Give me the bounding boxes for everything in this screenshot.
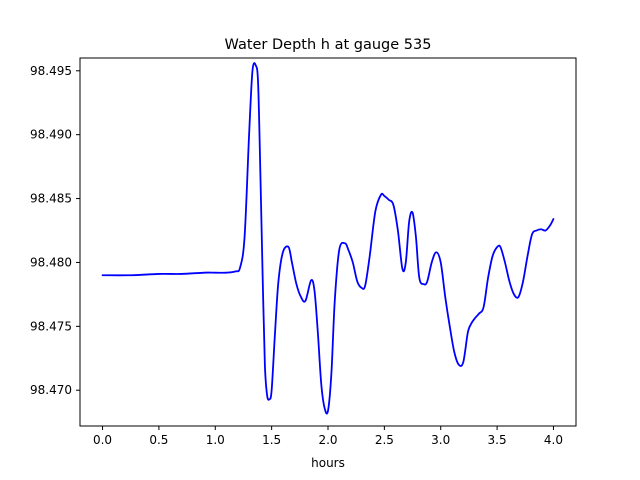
y-tick-label: 98.490: [30, 128, 72, 142]
x-tick-label: 1.5: [262, 433, 281, 447]
x-tick-label: 2.0: [318, 433, 337, 447]
x-tick-label: 1.0: [206, 433, 225, 447]
x-tick-label: 3.0: [431, 433, 450, 447]
y-tick-label: 98.470: [30, 383, 72, 397]
y-axis-ticks: 98.470 98.475 98.480 98.485 98.490 98.495: [30, 64, 80, 397]
x-tick-label: 0.5: [149, 433, 168, 447]
x-tick-label: 4.0: [544, 433, 563, 447]
water-depth-series-line: [101, 62, 555, 415]
x-tick-label: 2.5: [375, 433, 394, 447]
x-tick-label: 0.0: [93, 433, 112, 447]
x-axis-label: hours: [311, 456, 345, 470]
y-tick-label: 98.485: [30, 192, 72, 206]
axes-frame: [79, 57, 577, 427]
x-axis-ticks: 0.0 0.5 1.0 1.5 2.0 2.5 3.0 3.5 4.0: [93, 426, 563, 447]
plot-area: [101, 62, 555, 415]
chart-title: Water Depth h at gauge 535: [225, 37, 432, 53]
y-tick-label: 98.480: [30, 255, 72, 269]
x-tick-label: 3.5: [488, 433, 507, 447]
y-tick-label: 98.495: [30, 64, 72, 78]
y-tick-label: 98.475: [30, 319, 72, 333]
